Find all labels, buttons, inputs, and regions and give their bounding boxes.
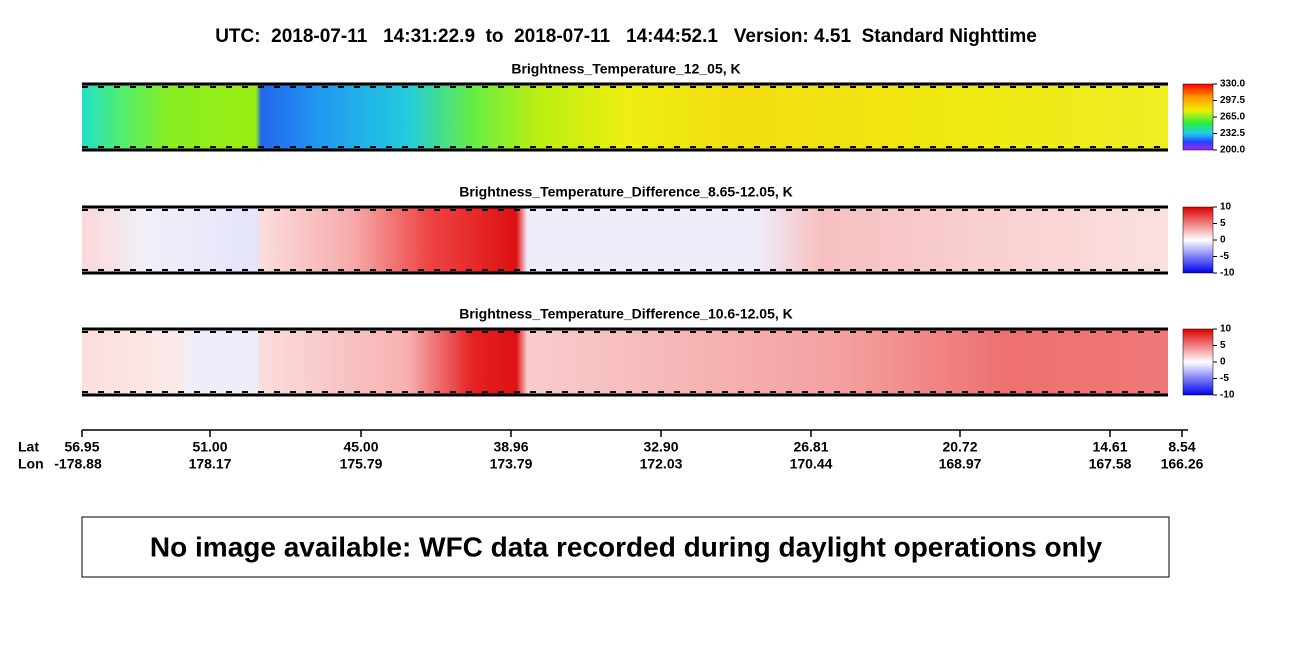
colorbar-tick-label: 200.0: [1220, 145, 1245, 156]
data-strip: [82, 207, 1168, 273]
colorbar-tick-label: 232.5: [1220, 128, 1245, 139]
lat-tick-label: 32.90: [643, 439, 678, 455]
colorbar-tick-label: -10: [1220, 268, 1235, 279]
colorbar-tick-label: 0: [1220, 235, 1226, 246]
colorbar: [1182, 328, 1214, 396]
data-strip: [82, 329, 1168, 395]
colorbar-tick-label: -10: [1220, 390, 1235, 401]
lon-tick-label: 173.79: [490, 456, 533, 472]
colorbar-tick-label: 5: [1220, 218, 1226, 229]
lon-label: Lon: [18, 456, 44, 472]
panel-title: Brightness_Temperature_Difference_10.6-1…: [459, 306, 793, 322]
data-strip: [82, 84, 1168, 150]
colorbar-tick-label: 5: [1220, 340, 1226, 351]
colorbar-tick-label: 330.0: [1220, 79, 1245, 90]
lat-tick-label: 20.72: [942, 439, 977, 455]
lat-tick-label: 14.61: [1092, 439, 1127, 455]
lat-tick-label: 26.81: [793, 439, 828, 455]
colorbar: [1182, 206, 1214, 274]
panel-title: Brightness_Temperature_12_05, K: [511, 61, 740, 77]
lat-tick-label: 51.00: [192, 439, 227, 455]
message: No image available: WFC data recorded du…: [150, 531, 1103, 562]
page-title: UTC: 2018-07-11 14:31:22.9 to 2018-07-11…: [215, 26, 1037, 47]
lon-tick-label: 175.79: [340, 456, 383, 472]
lat-tick-label: 56.95: [64, 439, 99, 455]
lat-tick-label: 38.96: [493, 439, 528, 455]
lon-tick-label: 167.58: [1089, 456, 1132, 472]
colorbar-tick-label: 10: [1220, 324, 1232, 335]
lon-tick-label: 166.26: [1161, 456, 1204, 472]
lon-tick-label: 170.44: [790, 456, 833, 472]
lon-tick-label: 178.17: [189, 456, 232, 472]
lon-tick-label: 172.03: [640, 456, 683, 472]
lon-tick-label: 168.97: [939, 456, 982, 472]
lat-tick-label: 8.54: [1168, 439, 1195, 455]
lat-tick-label: 45.00: [343, 439, 378, 455]
colorbar-tick-label: -5: [1220, 251, 1229, 262]
colorbar-tick-label: 0: [1220, 357, 1226, 368]
colorbar-tick-label: 297.5: [1220, 95, 1245, 106]
colorbar: [1182, 83, 1214, 151]
panels: Brightness_Temperature_12_05, K 330.0 297.…: [82, 61, 1245, 401]
colorbar-tick-label: 265.0: [1220, 112, 1245, 123]
lon-tick-label: -178.88: [54, 456, 102, 472]
lat-label: Lat: [18, 439, 39, 455]
colorbar-tick-label: -5: [1220, 373, 1229, 384]
message-box: [81, 516, 1170, 578]
colorbar-tick-label: 10: [1220, 202, 1232, 213]
panel-title: Brightness_Temperature_Difference_8.65-1…: [459, 184, 793, 200]
